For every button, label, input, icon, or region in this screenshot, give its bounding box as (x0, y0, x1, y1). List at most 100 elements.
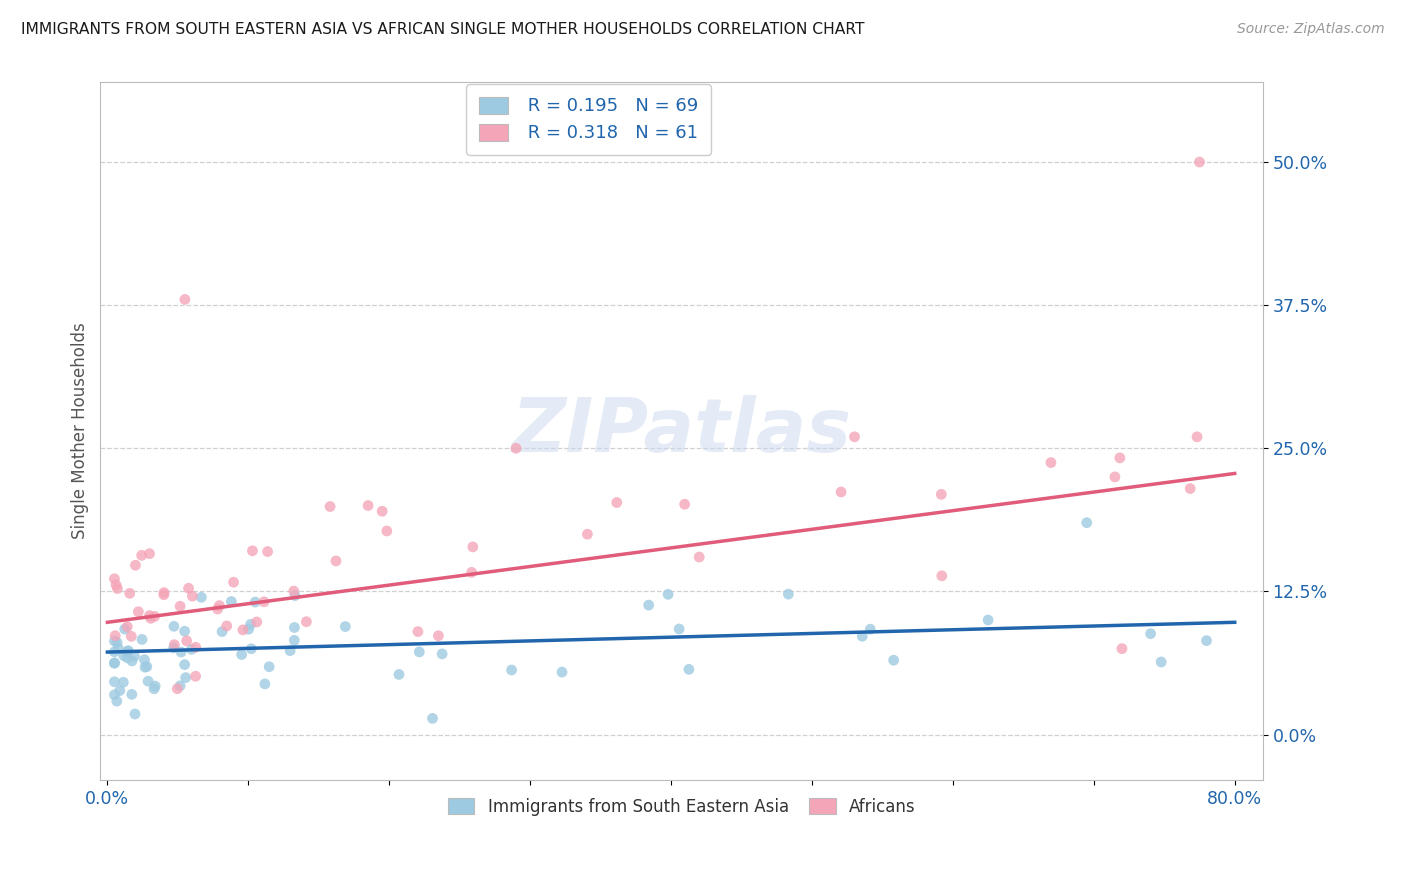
Point (688, 549, 710, 564)
Point (283, 620, 305, 634)
Point (103, 674, 125, 689)
Point (505, 442, 527, 456)
Point (284, 589, 307, 603)
Point (246, 615, 269, 629)
Point (121, 687, 143, 701)
Point (104, 629, 127, 643)
Point (1185, 430, 1208, 444)
Point (257, 659, 280, 673)
Point (103, 645, 125, 659)
Text: Source: ZipAtlas.com: Source: ZipAtlas.com (1237, 22, 1385, 37)
Point (131, 632, 153, 647)
Point (138, 547, 160, 561)
Point (139, 611, 162, 625)
Point (1111, 641, 1133, 656)
Point (576, 527, 599, 541)
Point (830, 484, 852, 499)
Point (143, 679, 166, 693)
Point (143, 681, 166, 696)
Point (169, 599, 191, 614)
Point (335, 619, 357, 633)
Point (176, 633, 198, 648)
Point (107, 641, 129, 656)
Point (1188, 155, 1211, 169)
Point (253, 677, 276, 691)
Point (135, 659, 157, 673)
Point (163, 619, 186, 633)
Point (1039, 456, 1062, 470)
Point (136, 674, 159, 689)
Point (211, 624, 233, 639)
Point (173, 657, 195, 672)
Point (120, 629, 142, 643)
Point (239, 617, 262, 632)
Point (138, 608, 160, 623)
Point (231, 648, 253, 662)
Legend: Immigrants from South Eastern Asia, Africans: Immigrants from South Eastern Asia, Afri… (440, 789, 924, 824)
Point (112, 648, 135, 663)
Point (134, 653, 156, 667)
Point (115, 644, 138, 658)
Point (1180, 482, 1202, 496)
Point (256, 544, 278, 558)
Point (371, 504, 394, 518)
Point (103, 657, 125, 671)
Point (422, 711, 444, 725)
Point (427, 629, 450, 643)
Point (461, 540, 484, 554)
Point (103, 656, 125, 670)
Point (673, 497, 696, 511)
Point (170, 645, 193, 659)
Y-axis label: Single Mother Households: Single Mother Households (72, 323, 89, 540)
Point (859, 622, 882, 636)
Point (325, 554, 347, 568)
Point (105, 635, 128, 649)
Point (174, 671, 197, 685)
Point (207, 602, 229, 616)
Point (221, 594, 243, 608)
Point (929, 487, 952, 501)
Point (163, 640, 186, 655)
Point (657, 587, 679, 601)
Point (163, 638, 186, 652)
Point (124, 648, 146, 663)
Point (153, 585, 176, 599)
Point (103, 572, 125, 586)
Point (131, 549, 153, 563)
Point (127, 605, 149, 619)
Point (408, 645, 430, 659)
Point (319, 500, 342, 514)
Point (460, 566, 482, 580)
Point (283, 633, 305, 648)
Point (1108, 450, 1130, 465)
Point (678, 662, 700, 676)
Point (124, 558, 146, 573)
Point (143, 609, 166, 624)
Point (931, 569, 953, 583)
Point (283, 584, 305, 599)
Point (242, 543, 264, 558)
Point (103, 634, 125, 648)
Point (108, 683, 131, 698)
Point (637, 598, 659, 612)
Point (295, 615, 318, 629)
Point (375, 524, 398, 538)
Point (117, 650, 139, 665)
Point (844, 430, 866, 444)
Point (883, 653, 905, 667)
Point (977, 613, 1000, 627)
Point (1139, 626, 1161, 640)
Point (551, 665, 574, 679)
Point (105, 694, 128, 708)
Point (174, 293, 197, 307)
Point (208, 599, 231, 613)
Point (107, 582, 129, 596)
Point (190, 591, 212, 605)
Point (177, 582, 200, 596)
Point (243, 595, 266, 609)
Point (184, 640, 207, 655)
Point (180, 642, 202, 657)
Point (278, 643, 301, 657)
Point (117, 643, 139, 657)
Point (112, 675, 135, 690)
